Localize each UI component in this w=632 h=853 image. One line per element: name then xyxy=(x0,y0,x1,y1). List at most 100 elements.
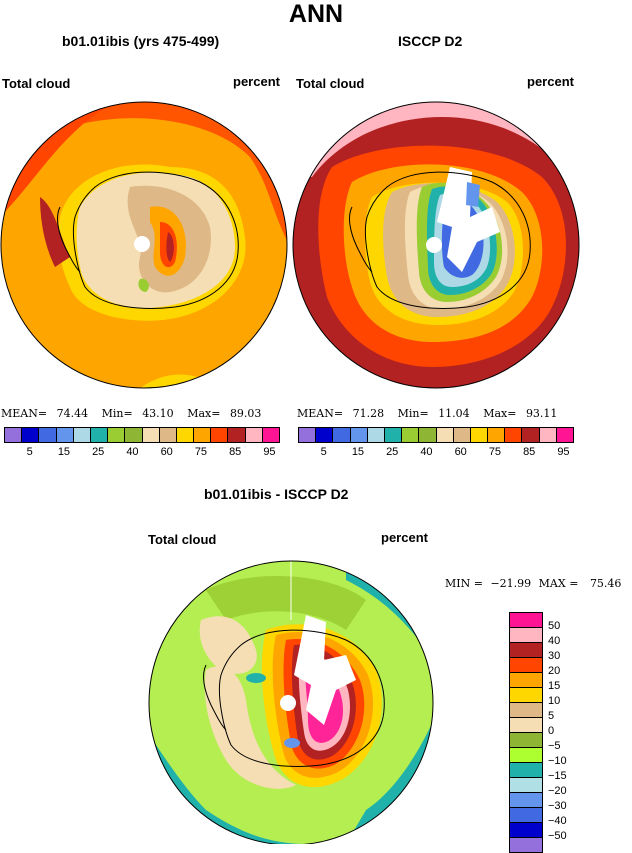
diff-colorbar-label: −15 xyxy=(548,770,567,782)
model-polar-map xyxy=(0,101,288,389)
colorbar-swatch xyxy=(470,428,489,442)
diff-colorbar-label: 40 xyxy=(548,635,561,647)
diff-colorbar-swatch xyxy=(510,613,542,628)
model-tick-label: 5 xyxy=(26,446,33,458)
obs-tick-label: 60 xyxy=(454,446,467,458)
diff-colorbar-swatch xyxy=(510,748,542,763)
colorbar-swatch xyxy=(90,428,109,442)
colorbar-swatch xyxy=(402,428,420,442)
colorbar-swatch xyxy=(419,428,437,442)
diff-variable-label: Total cloud xyxy=(148,532,217,547)
diff-colorbar-label: 50 xyxy=(548,620,561,632)
diff-colorbar-label: 10 xyxy=(548,695,561,707)
model-variable-label: Total cloud xyxy=(2,76,71,91)
diff-panel-title: b01.01ibis - ISCCP D2 xyxy=(204,486,349,502)
colorbar-swatch xyxy=(453,428,471,442)
diff-colorbar-label: −30 xyxy=(548,800,567,812)
colorbar-swatch xyxy=(142,428,160,442)
colorbar-swatch xyxy=(176,428,195,442)
colorbar-swatch xyxy=(505,428,523,442)
obs-stats: MEAN= 71.28 Min= 11.04 Max= 93.11 xyxy=(297,407,557,420)
obs-tick-label: 95 xyxy=(557,446,570,458)
diff-colorbar-swatch xyxy=(510,823,542,838)
obs-tick-label: 75 xyxy=(488,446,502,458)
model-tick-label: 25 xyxy=(92,446,105,458)
diff-colorbar-label: 30 xyxy=(548,650,561,662)
diff-colorbar-label: 20 xyxy=(548,665,561,677)
diff-colorbar-swatch xyxy=(510,778,542,793)
model-min-label: Min= xyxy=(101,407,133,420)
obs-panel-title: ISCCP D2 xyxy=(398,33,463,49)
colorbar-swatch xyxy=(228,428,246,442)
obs-colorbar xyxy=(298,427,574,443)
obs-max-value: 93.11 xyxy=(525,407,558,420)
diff-polar-map xyxy=(148,560,434,844)
diff-colorbar-swatch xyxy=(510,628,542,643)
diff-colorbar-swatch xyxy=(510,718,542,733)
model-mean-label: MEAN= xyxy=(1,407,48,420)
colorbar-swatch xyxy=(333,428,351,442)
obs-units-label: percent xyxy=(527,74,574,89)
colorbar-swatch xyxy=(488,428,506,442)
model-tick-label: 40 xyxy=(126,446,139,458)
diff-colorbar-swatch xyxy=(510,838,542,852)
model-tick-label: 95 xyxy=(263,446,276,458)
diff-colorbar-swatch xyxy=(510,733,542,748)
model-mean-value: 74.44 xyxy=(56,407,89,420)
colorbar-swatch xyxy=(39,428,57,442)
model-tick-label: 75 xyxy=(194,446,208,458)
model-tick-label: 15 xyxy=(57,446,71,458)
diff-min-label: MIN = xyxy=(445,577,483,590)
diff-colorbar-swatch xyxy=(510,673,542,688)
model-units-label: percent xyxy=(233,74,280,89)
obs-mean-value: 71.28 xyxy=(352,407,385,420)
colorbar-swatch xyxy=(350,428,368,442)
obs-min-label: Min= xyxy=(397,407,429,420)
colorbar-swatch xyxy=(159,428,177,442)
colorbar-swatch xyxy=(194,428,212,442)
obs-tick-label: 85 xyxy=(523,446,536,458)
colorbar-swatch xyxy=(245,428,263,442)
obs-tick-label: 25 xyxy=(386,446,399,458)
diff-colorbar-label: −40 xyxy=(548,815,567,827)
diff-colorbar-label: −10 xyxy=(548,755,567,767)
diff-min-value: −21.99 xyxy=(490,577,532,590)
obs-tick-label: 5 xyxy=(320,446,327,458)
colorbar-swatch xyxy=(556,428,573,442)
obs-mean-label: MEAN= xyxy=(297,407,344,420)
obs-tick-label: 15 xyxy=(351,446,365,458)
obs-tick-label: 40 xyxy=(420,446,433,458)
diff-colorbar-swatch xyxy=(510,808,542,823)
model-tick-label: 60 xyxy=(160,446,173,458)
diff-colorbar-label: 0 xyxy=(548,725,555,737)
diff-colorbar xyxy=(509,612,543,853)
diff-stats: MIN = −21.99 MAX = 75.46 xyxy=(445,577,621,590)
colorbar-swatch xyxy=(73,428,91,442)
colorbar-swatch xyxy=(211,428,229,442)
model-tick-label: 85 xyxy=(229,446,242,458)
diff-colorbar-swatch xyxy=(510,703,542,718)
diff-max-label: MAX = xyxy=(538,577,579,590)
diff-colorbar-label: 15 xyxy=(548,680,561,692)
colorbar-swatch xyxy=(22,428,40,442)
main-title: ANN xyxy=(288,0,344,28)
colorbar-swatch xyxy=(539,428,557,442)
diff-colorbar-label: 5 xyxy=(548,710,555,722)
obs-polar-map xyxy=(292,101,580,389)
diff-units-label: percent xyxy=(381,530,428,545)
colorbar-swatch xyxy=(522,428,540,442)
diff-colorbar-swatch xyxy=(510,763,542,778)
diff-colorbar-label: −50 xyxy=(548,830,567,842)
colorbar-swatch xyxy=(108,428,126,442)
model-max-label: Max= xyxy=(187,407,221,420)
model-panel-title: b01.01ibis (yrs 475-499) xyxy=(62,33,220,49)
obs-max-label: Max= xyxy=(483,407,517,420)
colorbar-swatch xyxy=(56,428,74,442)
diff-colorbar-swatch xyxy=(510,658,542,673)
colorbar-swatch xyxy=(125,428,143,442)
obs-variable-label: Total cloud xyxy=(296,76,365,91)
diff-colorbar-swatch xyxy=(510,688,542,703)
colorbar-swatch xyxy=(262,428,279,442)
colorbar-swatch xyxy=(299,428,317,442)
diff-colorbar-label: −20 xyxy=(548,785,567,797)
